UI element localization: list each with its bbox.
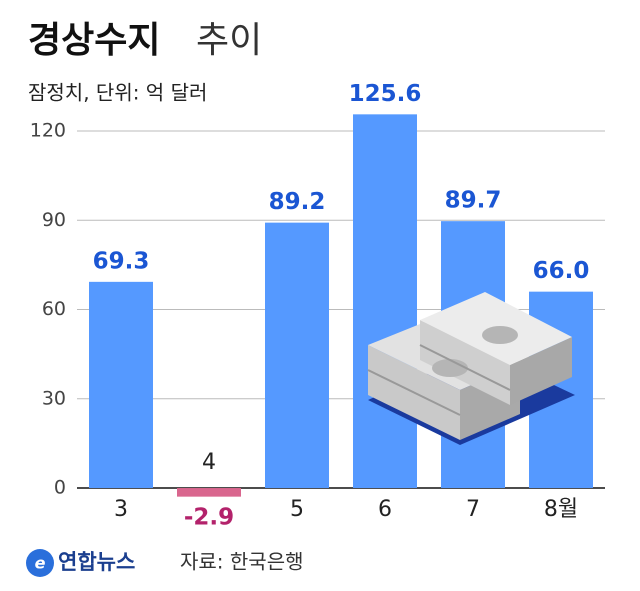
money-illustration: [367, 292, 575, 445]
value-label: -2.9: [184, 505, 234, 531]
x-tick-label: 5: [290, 497, 304, 522]
logo-icon-letter: e: [35, 554, 46, 573]
x-tick-label: 8월: [544, 497, 578, 522]
value-label: 89.7: [445, 188, 502, 214]
y-tick-label: 60: [42, 298, 66, 320]
y-tick-label: 30: [42, 387, 66, 409]
plot-area: 0 30 60 90 120 69.3 3 -2.9 4 89.2 5 125.6 6 89.7 7 66.0…: [30, 81, 605, 531]
x-tick-label: 3: [114, 497, 128, 522]
value-label: 125.6: [349, 81, 422, 107]
value-label: 69.3: [93, 248, 150, 274]
y-tick-label: 120: [30, 120, 66, 142]
value-label: 89.2: [269, 189, 326, 215]
chart-title: 경상수지: [28, 20, 160, 61]
source: 자료: 한국은행: [180, 550, 304, 574]
bar: [353, 114, 417, 489]
logo-icon: [26, 549, 54, 577]
y-tick-label: 0: [54, 477, 66, 499]
x-tick-label: 4: [202, 450, 216, 475]
value-label: 66.0: [533, 258, 590, 284]
bar: [265, 222, 329, 489]
y-tick-label: 90: [42, 209, 66, 231]
logo: 연합뉴스: [58, 550, 135, 574]
x-tick-label: 6: [378, 497, 392, 522]
bar: [177, 488, 241, 497]
bar: [89, 281, 153, 489]
x-tick-label: 7: [466, 497, 480, 522]
chart-subtitle: 잠정치, 단위: 억 달러: [28, 81, 207, 105]
chart-title-suffix: 추이: [196, 20, 262, 61]
